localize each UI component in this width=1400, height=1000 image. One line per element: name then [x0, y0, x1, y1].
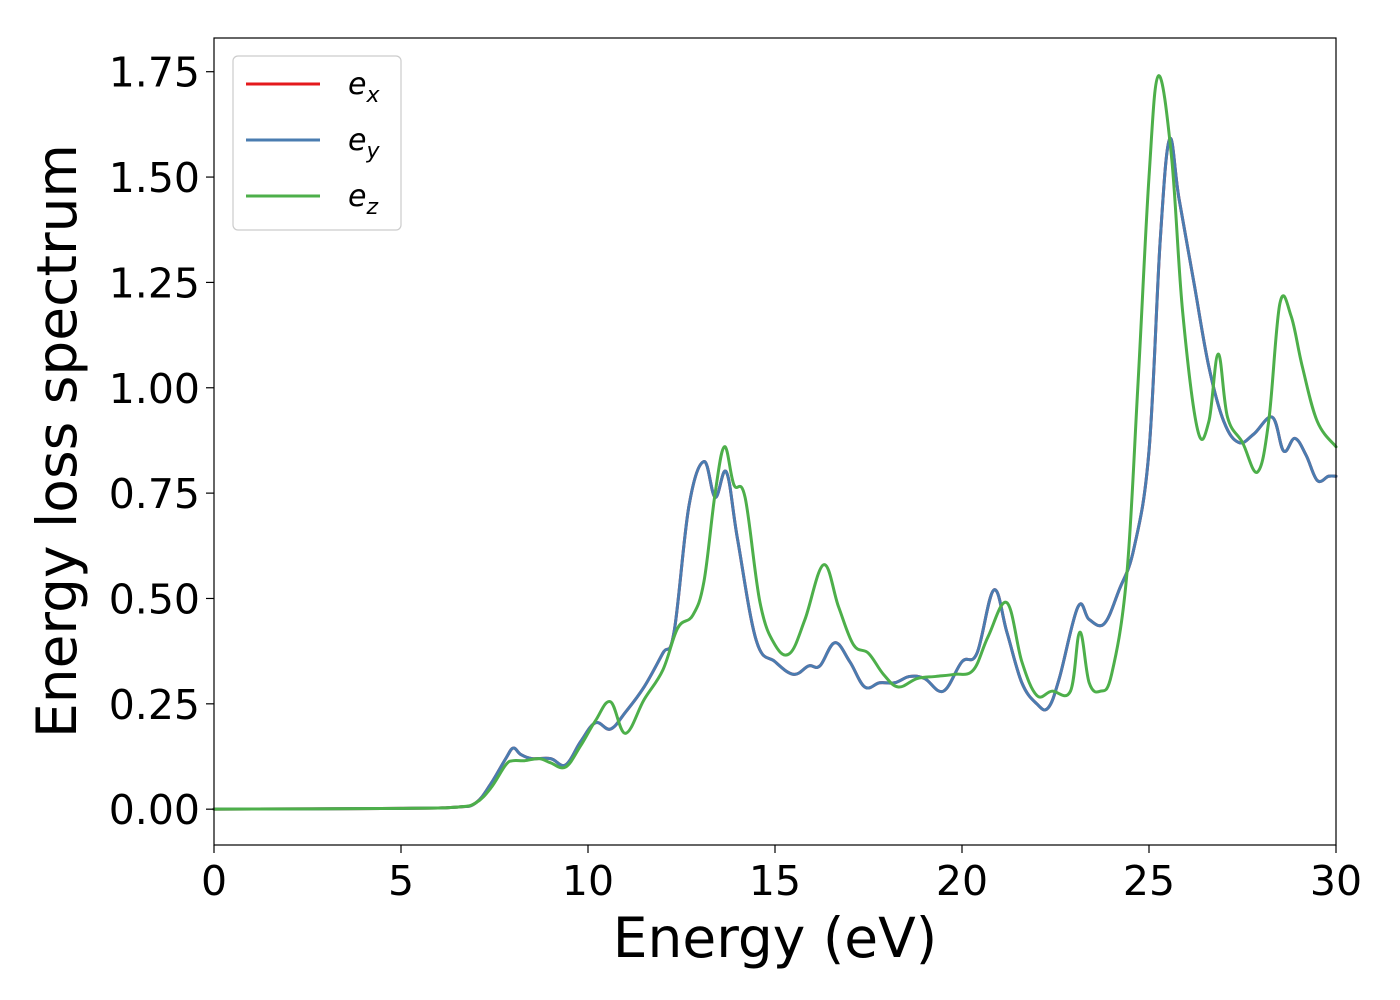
series-line-e-y	[212, 136, 1338, 811]
series-layer	[212, 74, 1338, 811]
y-tick-label: 1.50	[109, 154, 200, 202]
legend-label: ex	[348, 67, 380, 108]
x-tick-label: 0	[201, 857, 227, 905]
y-tick-label: 1.75	[109, 49, 200, 97]
x-tick-label: 25	[1123, 857, 1175, 905]
legend-label: ey	[348, 123, 380, 164]
legend-box	[232, 55, 402, 231]
x-tick-label: 30	[1310, 857, 1362, 905]
y-tick-label: 0.00	[109, 786, 200, 834]
x-tick-label: 20	[936, 857, 988, 905]
legend: ex ey ez	[232, 55, 402, 231]
y-axis-title: Energy loss spectrum	[25, 144, 89, 738]
y-tick-label: 0.75	[109, 470, 200, 518]
y-tick-label: 0.50	[109, 575, 200, 623]
x-axis: 0 5 10 15 20 25 30	[201, 845, 1362, 905]
x-tick-label: 15	[749, 857, 801, 905]
y-tick-label: 0.25	[109, 681, 200, 729]
x-tick-label: 10	[562, 857, 614, 905]
series-line-e-z	[212, 74, 1338, 811]
y-tick-label: 1.25	[109, 259, 200, 307]
y-axis: 0.00 0.25 0.50 0.75 1.00 1.25 1.50 1.75	[109, 49, 214, 834]
y-tick-label: 1.00	[109, 365, 200, 413]
legend-label: ez	[348, 179, 378, 220]
x-tick-label: 5	[388, 857, 414, 905]
x-axis-title: Energy (eV)	[613, 906, 937, 970]
